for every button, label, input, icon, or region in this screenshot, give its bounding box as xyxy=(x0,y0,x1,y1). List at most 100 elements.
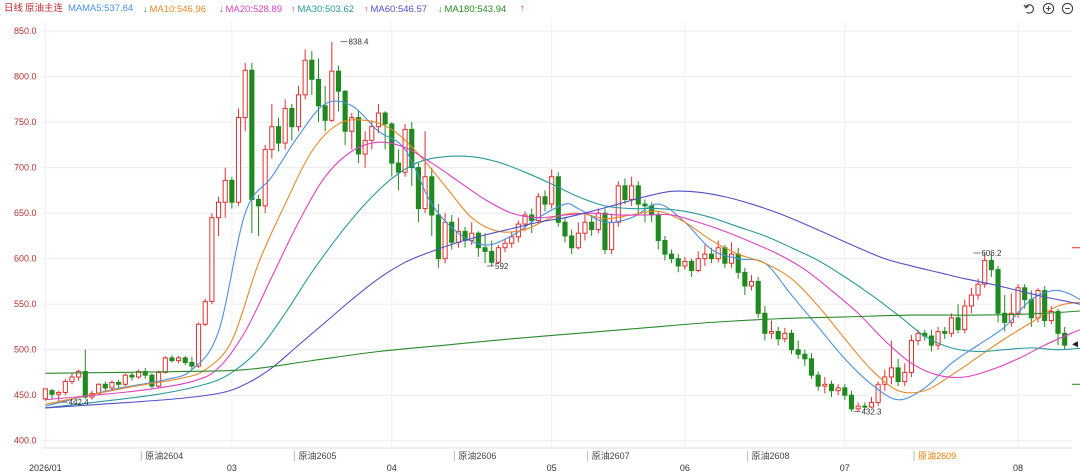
candle-down xyxy=(802,353,808,360)
candle-up xyxy=(262,148,268,207)
candle-down xyxy=(475,232,481,249)
candle-up xyxy=(136,371,142,378)
price-annotation: 432.3 xyxy=(861,407,882,416)
candle-down xyxy=(735,253,741,273)
ma-label: MA xyxy=(68,3,83,14)
candle-down xyxy=(662,239,668,255)
candle-down xyxy=(689,260,695,271)
grid xyxy=(42,22,1072,448)
candle-down xyxy=(862,405,868,408)
candle-up xyxy=(42,388,48,400)
candle-up xyxy=(269,126,275,150)
candle-up xyxy=(868,401,875,408)
candle-up xyxy=(982,259,988,285)
candle-down xyxy=(755,280,761,314)
price-annotations: 442.4 838.4 592 432.3 606.2 xyxy=(60,38,1002,416)
contract-label: 原油2606 xyxy=(458,450,496,461)
candle-down xyxy=(1022,287,1028,301)
candle-down xyxy=(182,357,188,363)
candle-up xyxy=(935,330,941,346)
ma30-indicator: ↑ MA30:503.62 xyxy=(291,4,355,15)
candle-up xyxy=(535,196,541,221)
candle-down xyxy=(289,107,295,128)
candle-down xyxy=(788,332,795,351)
candle-up xyxy=(295,94,302,128)
period-label[interactable]: 日线 xyxy=(4,3,24,14)
ma10-indicator: ↓ MA10:546.96 xyxy=(143,4,207,15)
x-tick-label: 06 xyxy=(680,463,690,473)
candle-up xyxy=(502,242,508,249)
candle-up xyxy=(875,383,881,403)
y-tick-label: 700.0 xyxy=(14,163,37,173)
x-tick-label: 2026/01 xyxy=(29,463,62,473)
candle-up xyxy=(888,367,895,378)
candle-up xyxy=(915,332,921,342)
candle-down xyxy=(129,374,135,378)
candle-up xyxy=(682,260,688,267)
candle-down xyxy=(435,214,441,260)
instrument-label[interactable]: 原油主连 xyxy=(25,3,64,14)
candle-down xyxy=(149,374,155,387)
candle-down xyxy=(708,253,715,260)
zoom-in-icon[interactable] xyxy=(1042,2,1055,15)
zoom-out-icon[interactable] xyxy=(1061,2,1074,15)
candle-up xyxy=(469,232,475,241)
up-arrow-icon: ↑ xyxy=(291,4,296,14)
ma-line-ma5 xyxy=(45,100,1080,407)
candle-down xyxy=(489,250,495,263)
candle-up xyxy=(1048,310,1054,322)
down-arrow-icon: ↓ xyxy=(219,4,224,14)
candle-down xyxy=(828,383,835,392)
contract-label: 原油2609 xyxy=(918,450,956,461)
candle-up xyxy=(975,283,981,296)
candle-up xyxy=(728,253,735,264)
candle-up xyxy=(209,217,215,302)
ma60-indicator: ↑ MA60:546.57 xyxy=(364,4,428,15)
ma5-indicator: MA5:537.64 xyxy=(82,3,134,14)
ma-line-ma30 xyxy=(45,155,1080,409)
candle-down xyxy=(815,374,821,387)
candle-up xyxy=(375,112,382,128)
candle-up xyxy=(422,176,428,210)
candle-up xyxy=(748,280,755,287)
contract-label: 原油2607 xyxy=(592,450,630,461)
ma-line-ma60 xyxy=(45,190,1080,409)
candle-down xyxy=(322,105,328,121)
y-tick-label: 550.0 xyxy=(14,299,37,309)
candle-up xyxy=(369,126,375,141)
candle-down xyxy=(102,383,108,389)
contract-label: 原油2604 xyxy=(145,450,183,461)
candle-up xyxy=(582,221,588,234)
candle-up xyxy=(242,69,248,119)
candle-down xyxy=(82,371,88,398)
candle-down xyxy=(988,259,994,271)
undo-icon[interactable] xyxy=(1023,2,1036,15)
y-tick-label: 850.0 xyxy=(14,26,37,36)
candle-down xyxy=(382,112,388,125)
candle-up xyxy=(235,117,242,203)
candle-up xyxy=(609,221,615,251)
candle-up xyxy=(282,107,288,144)
down-arrow-icon: ↓ xyxy=(438,4,443,14)
candle-down xyxy=(342,90,348,132)
candle-down xyxy=(355,117,362,155)
candle-down xyxy=(415,167,421,210)
candle-up xyxy=(402,128,408,173)
candle-up xyxy=(362,139,368,155)
candle-up xyxy=(595,212,601,231)
candle-down xyxy=(309,59,315,80)
candle-down xyxy=(255,199,262,207)
candle-up xyxy=(195,323,202,367)
candle-down xyxy=(622,185,628,201)
x-tick-label: 08 xyxy=(1013,463,1023,473)
right-edge-markers xyxy=(1072,247,1080,385)
price-annotation: 838.4 xyxy=(348,38,369,47)
price-annotation: 606.2 xyxy=(981,249,1002,258)
ma-line-ma180 xyxy=(45,310,1080,374)
candle-down xyxy=(602,212,608,251)
y-tick-label: 800.0 xyxy=(14,72,37,82)
candle-down xyxy=(449,221,455,243)
candle-down xyxy=(895,367,901,383)
candle-up xyxy=(575,232,581,249)
